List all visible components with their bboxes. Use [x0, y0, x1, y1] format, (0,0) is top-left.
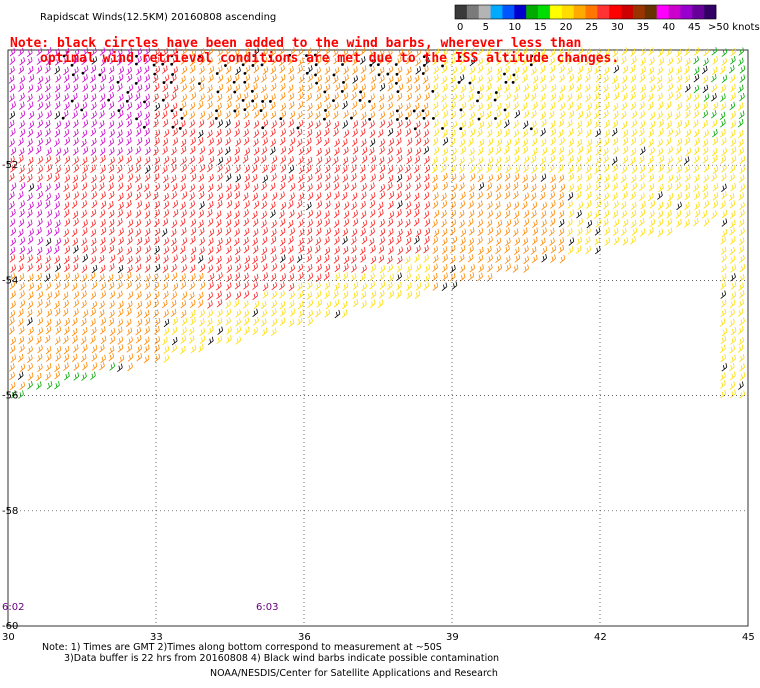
latitude-tick-label: -58: [2, 506, 18, 517]
legend-swatch: [561, 5, 574, 19]
longitude-tick-label: 33: [150, 632, 163, 643]
latitude-tick-label: -60: [2, 621, 18, 632]
legend-tick-label: 0: [457, 22, 463, 33]
legend-swatch: [597, 5, 610, 19]
legend-units: >50 knots: [708, 22, 760, 33]
legend-swatch: [538, 5, 551, 19]
legend-tick-label: 30: [611, 22, 624, 33]
footer-note-1: Note: 1) Times are GMT 2)Times along bot…: [42, 642, 442, 653]
footer-note-2: 3)Data buffer is 22 hrs from 20160808 4)…: [64, 653, 499, 664]
legend-swatch: [466, 5, 480, 19]
legend-swatch: [455, 5, 468, 19]
legend-swatch: [549, 5, 563, 19]
legend-tick-label: 25: [585, 22, 598, 33]
longitude-labels: 30 33 36 39 42 45: [2, 632, 755, 643]
legend-swatch: [692, 5, 705, 19]
note-line-1: Note: black circles have been added to t…: [10, 36, 581, 51]
legend-swatch: [632, 5, 646, 19]
legend-swatch: [644, 5, 657, 19]
latitude-labels: -52 -54 -56 -58 -60: [2, 160, 18, 632]
legend-swatch: [621, 5, 634, 19]
note-line-2: optimal wind retrieval conditions are me…: [40, 51, 619, 66]
legend-swatch: [490, 5, 503, 19]
longitude-tick-label: 36: [298, 632, 311, 643]
wind-barb-field: [8, 46, 746, 399]
legend-swatch: [585, 5, 598, 19]
longitude-tick-label: 39: [446, 632, 459, 643]
latitude-tick-label: -56: [2, 391, 18, 402]
legend-swatch: [680, 5, 693, 19]
latitude-tick-label: -54: [2, 275, 18, 286]
legend-tick-label: 20: [560, 22, 573, 33]
legend-swatch: [704, 5, 717, 19]
legend-swatch: [668, 5, 681, 19]
legend-swatch: [478, 5, 491, 19]
longitude-tick-label: 45: [742, 632, 755, 643]
time-label-2: 6:03: [256, 602, 278, 613]
legend-tick-label: 35: [637, 22, 650, 33]
legend-tick-label: 5: [483, 22, 489, 33]
lat-lon-grid: [7, 50, 749, 627]
legend-swatch: [502, 5, 515, 19]
time-label-1: 6:02: [2, 602, 24, 613]
longitude-tick-label: 42: [594, 632, 607, 643]
legend-tick-label: 40: [662, 22, 675, 33]
legend-swatch: [609, 5, 622, 19]
latitude-tick-label: -52: [2, 160, 18, 171]
figure-title: Rapidscat Winds(12.5KM) 20160808 ascendi…: [40, 12, 276, 23]
legend-swatch: [573, 5, 586, 19]
legend-swatch: [656, 5, 669, 19]
legend-tick-label: 45: [688, 22, 701, 33]
legend-tick-label: 15: [534, 22, 547, 33]
legend-swatch: [526, 5, 539, 19]
legend-tick-label: 10: [508, 22, 521, 33]
footer-credit: NOAA/NESDIS/Center for Satellite Applica…: [210, 668, 498, 679]
color-legend: 0 5 10 15 20 25 30 35 40 45: [454, 4, 717, 33]
longitude-tick-label: 30: [2, 632, 15, 643]
legend-swatch: [514, 5, 527, 19]
